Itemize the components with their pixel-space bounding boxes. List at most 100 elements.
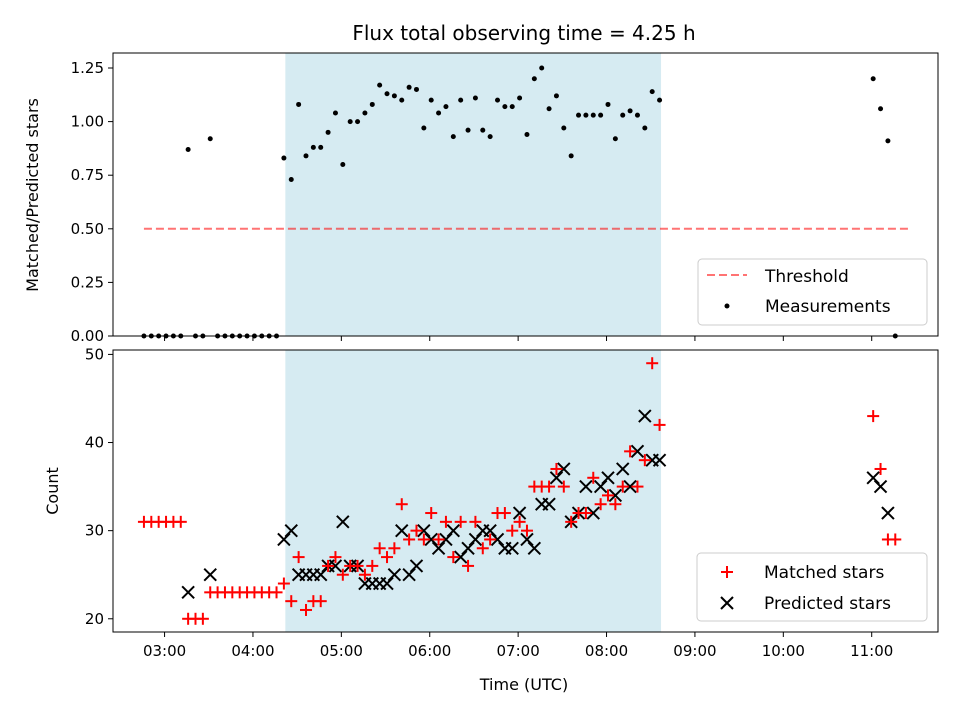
legend-matched-swatch xyxy=(721,566,733,578)
matched-star-point xyxy=(285,595,298,608)
predicted-star-point xyxy=(873,479,888,494)
predicted-star-point xyxy=(586,506,600,520)
matched-star-point xyxy=(358,568,371,581)
bottom-y-tick-label: 20 xyxy=(85,610,104,628)
x-tick-label: 05:00 xyxy=(320,642,363,660)
measurement-point xyxy=(480,127,486,133)
matched-star-point xyxy=(388,542,401,555)
legend-matched-label: Matched stars xyxy=(764,563,884,583)
predicted-star-point xyxy=(453,550,468,564)
top-y-tick-label: 1.00 xyxy=(71,113,104,131)
measurement-point xyxy=(870,76,876,82)
predicted-star-point xyxy=(402,568,416,582)
measurement-point xyxy=(495,97,501,103)
measurement-point xyxy=(502,104,508,110)
matched-star-point xyxy=(867,410,880,423)
bottom-legend: Matched stars Predicted stars xyxy=(696,552,928,622)
top-legend: Threshold Measurements xyxy=(697,258,928,326)
measurement-point xyxy=(524,131,530,137)
measurement-point xyxy=(546,106,552,112)
matched-star-point xyxy=(270,586,283,599)
matched-star-point xyxy=(329,551,342,564)
matched-star-point xyxy=(889,533,902,546)
matched-star-point xyxy=(624,445,637,458)
matched-star-point xyxy=(557,480,570,493)
matched-star-point xyxy=(638,454,651,467)
measurement-point xyxy=(576,112,582,118)
measurement-point xyxy=(620,112,626,118)
measurement-point xyxy=(472,95,478,101)
predicted-star-point xyxy=(557,462,571,476)
predicted-star-point xyxy=(512,506,527,520)
bottom-y-tick-label: 40 xyxy=(85,434,104,452)
measurement-point xyxy=(332,110,338,116)
predicted-star-point xyxy=(395,523,409,538)
x-tick-label: 06:00 xyxy=(408,642,451,660)
measurement-point xyxy=(369,101,375,107)
predicted-star-point xyxy=(490,532,505,547)
measurement-point xyxy=(281,155,287,161)
measurement-point xyxy=(598,112,604,118)
matched-star-point xyxy=(196,612,209,625)
predicted-star-point xyxy=(284,523,298,538)
measurement-point xyxy=(185,146,191,152)
measurement-point xyxy=(347,119,353,125)
matched-star-point xyxy=(520,524,533,537)
measurement-point xyxy=(553,93,559,99)
x-axis-label: Time (UTC) xyxy=(479,675,568,694)
x-tick-label: 04:00 xyxy=(231,642,274,660)
bottom-y-tick-label: 50 xyxy=(85,345,104,363)
matched-star-point xyxy=(366,559,379,572)
measurement-point xyxy=(657,97,663,103)
matched-star-point xyxy=(425,507,438,520)
matched-star-point xyxy=(439,515,452,528)
measurement-point xyxy=(296,101,302,107)
predicted-star-point xyxy=(579,479,593,494)
matched-star-point xyxy=(513,515,526,528)
matched-star-point xyxy=(616,480,629,493)
measurement-point xyxy=(450,134,456,140)
measurement-point xyxy=(340,161,346,167)
matched-star-point xyxy=(395,498,408,511)
top-y-tick-label: 0.50 xyxy=(71,220,104,238)
top-y-axis-label: Matched/Predicted stars xyxy=(23,98,42,292)
matched-star-point xyxy=(579,507,592,520)
legend-measurements-label: Measurements xyxy=(765,297,891,317)
measurement-point xyxy=(443,104,449,110)
matched-star-point xyxy=(403,533,416,546)
matched-star-point xyxy=(174,515,187,528)
measurement-point xyxy=(634,112,640,118)
measurement-point xyxy=(539,65,545,71)
measurement-point xyxy=(406,84,412,90)
predicted-star-point xyxy=(616,462,630,476)
predicted-star-point xyxy=(593,479,608,494)
matched-star-point xyxy=(351,559,364,572)
matched-star-point xyxy=(646,357,659,370)
matched-star-point xyxy=(631,480,644,493)
predicted-star-point xyxy=(468,532,483,547)
top-observing-window-band xyxy=(285,53,662,336)
predicted-star-point xyxy=(652,453,667,467)
matched-star-point xyxy=(454,515,467,528)
predicted-star-point xyxy=(638,409,652,423)
bottom-axes-frame xyxy=(112,349,939,633)
matched-star-point xyxy=(653,418,666,431)
predicted-star-point xyxy=(336,515,350,529)
measurement-point xyxy=(583,112,589,118)
measurement-point xyxy=(413,86,419,92)
top-panel: Flux total observing time = 4.25 h 0.00 0… xyxy=(23,21,939,345)
matched-star-point xyxy=(609,498,622,511)
matched-star-point xyxy=(299,603,312,616)
legend-predicted-swatch xyxy=(720,596,734,610)
measurement-point xyxy=(487,134,493,140)
predicted-star-point xyxy=(328,559,343,573)
predicted-star-point xyxy=(277,532,291,547)
measurement-point xyxy=(642,125,648,131)
top-y-tick-label: 1.25 xyxy=(71,59,104,77)
measurement-point xyxy=(885,138,891,144)
measurement-point xyxy=(288,176,294,182)
predicted-star-point xyxy=(542,497,556,511)
predicted-star-point xyxy=(424,532,438,547)
predicted-star-point xyxy=(601,471,615,485)
